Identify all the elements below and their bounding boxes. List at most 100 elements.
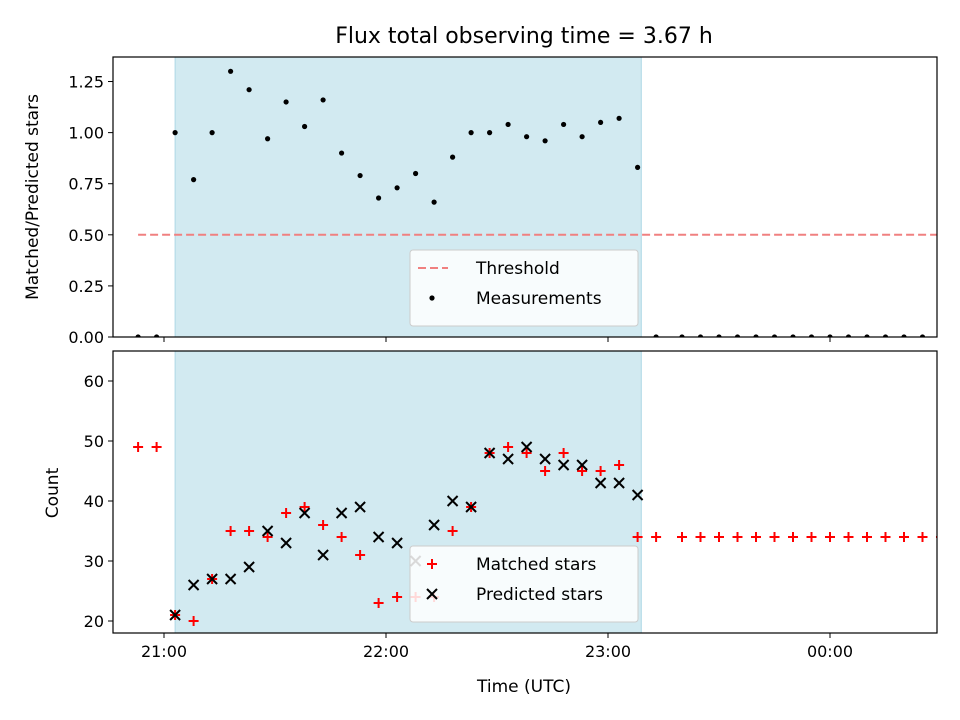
legend-label: Threshold [475, 259, 560, 279]
measurement-point [598, 119, 604, 126]
predicted-star-point [465, 501, 477, 513]
y-tick-label: 1.00 [68, 124, 104, 143]
matched-star-point [281, 508, 292, 518]
matched-star-point [880, 532, 891, 542]
matched-star-point [336, 532, 347, 542]
predicted-star-point [187, 579, 200, 591]
measurement-point [450, 154, 456, 160]
measurement-point [376, 195, 382, 201]
legend-matched-swatch [427, 559, 437, 569]
measurement-point [882, 334, 889, 337]
measurement-point [753, 334, 759, 337]
measurement-point [357, 172, 363, 179]
measurement-point [864, 334, 870, 337]
y-tick-label: 50 [84, 432, 104, 451]
matched-star-point [318, 520, 329, 530]
measurement-point [938, 334, 943, 339]
bottom-panel: 203040506021:0022:0023:0000:0001:0002:00… [84, 350, 960, 661]
measurement-point [487, 130, 493, 136]
axes-frame [112, 350, 938, 634]
measurement-point [827, 334, 833, 337]
predicted-star-point [631, 489, 644, 501]
measurement-point [135, 334, 141, 337]
predicted-star-point [243, 561, 255, 573]
axes-frame [112, 56, 938, 338]
matched-star-point [751, 532, 761, 542]
measurement-point [697, 334, 704, 337]
predicted-star-point [280, 537, 292, 549]
x-tick-label: 22:00 [363, 642, 409, 661]
legend-label: Predicted stars [476, 585, 603, 605]
measurement-point [505, 121, 511, 128]
measurement-point [901, 334, 907, 337]
predicted-star-point [428, 519, 440, 531]
predicted-star-point [520, 441, 533, 453]
measurement-point [845, 334, 852, 337]
predicted-star-point [372, 531, 385, 543]
measurement-point [228, 68, 234, 74]
measurement-point [172, 130, 178, 136]
matched-star-point [373, 598, 384, 608]
y-tick-label: 0.00 [68, 328, 104, 347]
measurement-point [734, 334, 741, 337]
predicted-star-point [354, 501, 366, 513]
y-tick-label: 0.25 [68, 277, 104, 296]
matched-star-point [862, 532, 872, 542]
y-tick-label: 0.75 [68, 175, 104, 194]
predicted-star-point [613, 477, 625, 489]
measurement-point [790, 334, 796, 337]
y-tick-label: 20 [84, 612, 104, 631]
predicted-star-point [298, 507, 311, 519]
matched-star-point [677, 532, 687, 542]
measurement-point [394, 185, 400, 191]
predicted-star-point [224, 573, 237, 585]
matched-star-point [614, 460, 625, 470]
predicted-star-point [446, 495, 459, 507]
measurement-point [561, 121, 567, 128]
measurement-point [431, 199, 437, 205]
y-tick-label: 60 [84, 372, 104, 391]
matched-star-point [133, 442, 144, 452]
predicted-star-point [483, 447, 496, 459]
matched-star-point [806, 532, 817, 542]
predicted-star-point [391, 537, 403, 549]
matched-star-point [392, 592, 403, 602]
matched-star-point [714, 532, 724, 542]
y-tick-label: 0.50 [68, 226, 104, 245]
legend-predicted-swatch [426, 588, 438, 600]
matched-star-point [955, 532, 960, 542]
predicted-star-point [557, 459, 570, 471]
measurement-point [413, 170, 419, 177]
matched-star-point [299, 502, 310, 512]
measurement-point [919, 334, 926, 337]
measurement-point [716, 334, 722, 337]
matched-star-point [355, 550, 366, 560]
measurement-point [542, 138, 548, 144]
matched-star-point [244, 526, 255, 536]
matched-star-point [262, 532, 273, 542]
measurement-point [283, 99, 289, 105]
measurement-point [191, 177, 197, 183]
matched-star-point [188, 616, 199, 626]
predicted-star-point [335, 507, 348, 519]
measurement-point [616, 115, 622, 121]
matched-star-point [899, 532, 909, 542]
predicted-star-point [317, 549, 329, 561]
measurement-point [302, 123, 308, 130]
x-tick-label: 00:00 [807, 642, 853, 661]
legend-box [409, 545, 639, 623]
matched-star-point [503, 442, 514, 452]
chart-title: Flux total observing time = 3.67 h [335, 24, 713, 49]
matched-star-point [558, 448, 569, 458]
legend-box [409, 249, 639, 327]
matched-star-point [225, 526, 236, 536]
matched-star-point [447, 526, 458, 536]
y-tick-label: 40 [84, 492, 104, 511]
predicted-star-point [261, 525, 274, 537]
legend-label: Matched stars [476, 555, 596, 575]
x-tick-label: 21:00 [141, 642, 187, 661]
top-panel: 0.00 0.25 0.50 0.75 1.00 1.25 Threshold Measure… [68, 56, 943, 347]
measurement-point [808, 334, 815, 337]
x-axis-label: Time (UTC) [476, 677, 571, 697]
measurement-point [468, 130, 474, 136]
